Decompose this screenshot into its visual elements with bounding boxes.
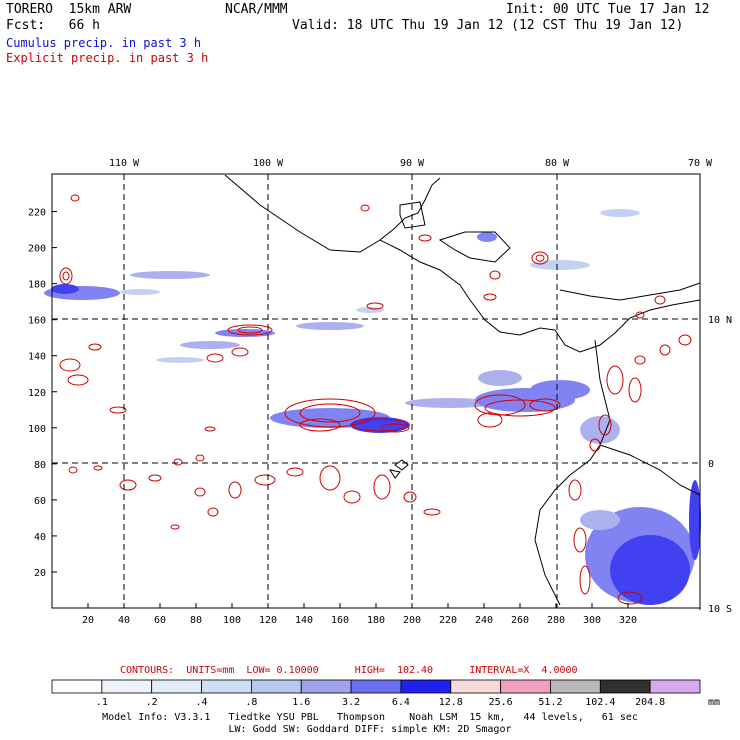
colorbar-label: 51.2	[538, 697, 562, 708]
x-tick-label: 100	[223, 615, 241, 626]
cumulus-precip-areas	[44, 209, 701, 605]
colorbar-label: 3.2	[342, 697, 360, 708]
x-axis: 20 40 60 80 100 120 140 160 180 200 220 240 260 280 30…	[82, 603, 637, 626]
colorbar-segment	[101, 679, 153, 694]
x-tick-label: 20	[82, 615, 94, 626]
explicit-legend: Explicit precip. in past 3 h	[6, 51, 209, 65]
x-tick-label: 300	[583, 615, 601, 626]
x-tick-label: 220	[439, 615, 457, 626]
colorbar-label: 6.4	[392, 697, 410, 708]
y-tick-label: 60	[34, 496, 46, 507]
y-tick-label: 20	[34, 568, 46, 579]
colorbar-segment	[201, 679, 252, 694]
organization: NCAR/MMM	[225, 2, 288, 17]
colorbar-units: mm	[708, 697, 720, 708]
colorbar-label: .8	[245, 697, 257, 708]
x-tick-label: 120	[259, 615, 277, 626]
colorbar-label: 25.6	[489, 697, 513, 708]
x-tick-label: 200	[403, 615, 421, 626]
y-tick-label: 80	[34, 460, 46, 471]
y-tick-label: 140	[28, 352, 46, 363]
cumulus-legend: Cumulus precip. in past 3 h	[6, 36, 202, 50]
longitude-label: 80 W	[545, 158, 570, 169]
y-tick-label: 180	[28, 280, 46, 291]
colorbar: .1 .2 .4 .8 1.6 3.2 6.4 12.8 25.6 51.2 102.4 204.8 m…	[51, 679, 720, 708]
x-tick-label: 60	[154, 615, 166, 626]
colorbar-label: .2	[146, 697, 158, 708]
x-tick-label: 240	[475, 615, 493, 626]
longitude-label: 70 W	[688, 158, 713, 169]
model-info-line2: LW: Godd SW: Goddard DIFF: simple KM: 2D…	[228, 724, 512, 735]
contour-info: CONTOURS: UNITS=mm LOW= 0.10000 HIGH= 10…	[120, 665, 578, 676]
x-tick-label: 80	[190, 615, 202, 626]
x-tick-label: 320	[619, 615, 637, 626]
longitude-label: 90 W	[400, 158, 425, 169]
colorbar-label: .4	[196, 697, 208, 708]
colorbar-segment	[450, 679, 502, 694]
colorbar-segment	[500, 679, 551, 694]
latitude-label: 0	[708, 459, 714, 470]
colorbar-segment	[550, 679, 601, 694]
x-tick-label: 40	[118, 615, 130, 626]
colorbar-label: 204.8	[635, 697, 665, 708]
longitude-labels: 110 W 100 W 90 W 80 W 70 W	[109, 158, 713, 169]
colorbar-segment	[350, 679, 402, 694]
valid-time: Valid: 18 UTC Thu 19 Jan 12 (12 CST Thu …	[292, 18, 684, 33]
colorbar-segment	[649, 679, 701, 694]
y-tick-label: 200	[28, 244, 46, 255]
x-tick-label: 280	[547, 615, 565, 626]
colorbar-segment	[300, 679, 352, 694]
x-tick-label: 180	[367, 615, 385, 626]
colorbar-segment	[599, 679, 651, 694]
init-time: Init: 00 UTC Tue 17 Jan 12	[506, 2, 710, 17]
y-tick-label: 100	[28, 424, 46, 435]
model-info-line1: Model Info: V3.3.1 Tiedtke YSU PBL Thomp…	[102, 712, 638, 723]
latlon-grid	[52, 174, 700, 608]
colorbar-segment	[51, 679, 103, 694]
model-title: TORERO 15km ARW	[6, 2, 132, 17]
latitude-label: 10 S	[708, 604, 732, 615]
y-axis: 20 40 60 80 100 120 140 160 180 200 220	[28, 208, 57, 579]
colorbar-label: 12.8	[439, 697, 463, 708]
longitude-label: 110 W	[109, 158, 140, 169]
y-tick-label: 220	[28, 208, 46, 219]
colorbar-segment	[151, 679, 202, 694]
longitude-label: 100 W	[253, 158, 284, 169]
colorbar-segment	[250, 679, 302, 694]
y-tick-label: 40	[34, 532, 46, 543]
colorbar-label: .1	[96, 697, 108, 708]
x-tick-label: 260	[511, 615, 529, 626]
latitude-labels: 10 N 0 10 S	[708, 315, 732, 615]
forecast-hour: Fcst: 66 h	[6, 18, 100, 33]
latitude-label: 10 N	[708, 315, 732, 326]
explicit-precip-contours	[59, 194, 692, 605]
x-tick-label: 160	[331, 615, 349, 626]
colorbar-label: 1.6	[292, 697, 310, 708]
colorbar-label: 102.4	[585, 697, 615, 708]
x-tick-label: 140	[295, 615, 313, 626]
colorbar-segment	[400, 679, 452, 694]
y-tick-label: 120	[28, 388, 46, 399]
y-tick-label: 160	[28, 316, 46, 327]
